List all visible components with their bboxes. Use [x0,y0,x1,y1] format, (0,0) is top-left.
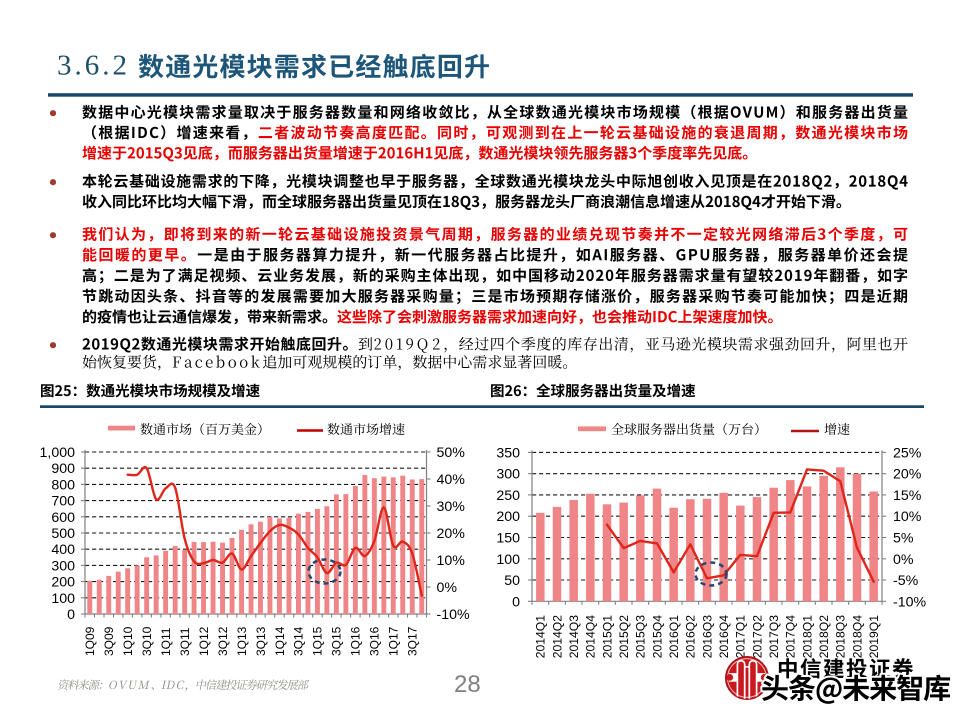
svg-text:1Q15: 1Q15 [311,626,325,656]
svg-text:10%: 10% [437,553,466,569]
svg-text:100: 100 [51,591,75,607]
svg-text:400: 400 [51,542,75,558]
svg-text:250: 250 [496,488,520,504]
svg-text:350: 350 [496,445,520,461]
svg-text:0: 0 [67,607,75,623]
svg-text:30%: 30% [437,499,466,515]
svg-text:3.6.2: 3.6.2 [57,50,130,82]
svg-text:0%: 0% [893,552,914,568]
svg-text:50%: 50% [437,445,466,461]
svg-text:40%: 40% [437,472,466,488]
svg-text:20%: 20% [437,526,466,542]
svg-text:800: 800 [51,477,75,493]
svg-text:1Q14: 1Q14 [273,626,287,656]
svg-text:2018Q1: 2018Q1 [800,615,814,659]
svg-text:1Q13: 1Q13 [235,626,249,656]
svg-text:3Q14: 3Q14 [292,626,306,656]
svg-text:3Q11: 3Q11 [178,627,192,656]
svg-text:3Q10: 3Q10 [140,626,154,656]
svg-text:100: 100 [496,552,520,568]
svg-text:28: 28 [454,671,481,698]
svg-text:-5%: -5% [893,573,919,589]
svg-text:50: 50 [504,573,520,589]
svg-text:2016Q2: 2016Q2 [684,615,698,659]
svg-text:1Q10: 1Q10 [121,626,135,656]
svg-text:10%: 10% [893,509,922,525]
svg-text:3Q17: 3Q17 [406,626,420,656]
svg-text:500: 500 [51,526,75,542]
svg-text:-10%: -10% [437,607,471,623]
svg-text:1Q16: 1Q16 [349,626,363,656]
svg-text:2016Q4: 2016Q4 [717,615,731,659]
svg-text:2016Q1: 2016Q1 [667,615,681,659]
svg-text:2017Q2: 2017Q2 [750,615,764,659]
svg-text:2017Q1: 2017Q1 [734,615,748,659]
svg-text:1Q17: 1Q17 [387,626,401,656]
svg-text:5%: 5% [893,531,914,547]
svg-text:2014Q3: 2014Q3 [567,615,581,659]
svg-text:1,000: 1,000 [39,445,75,461]
svg-text:1Q12: 1Q12 [197,626,211,656]
svg-text:2015Q4: 2015Q4 [650,615,664,659]
svg-text:3Q09: 3Q09 [102,626,116,656]
svg-text:2015Q1: 2015Q1 [600,615,614,659]
svg-text:-10%: -10% [893,594,927,610]
svg-text:2014Q4: 2014Q4 [584,615,598,659]
svg-text:2017Q3: 2017Q3 [767,615,781,659]
svg-text:700: 700 [51,494,75,510]
svg-text:600: 600 [51,510,75,526]
svg-text:300: 300 [51,558,75,574]
svg-text:15%: 15% [893,488,922,504]
svg-text:900: 900 [51,461,75,477]
svg-text:3Q16: 3Q16 [368,626,382,656]
svg-text:3Q15: 3Q15 [330,626,344,656]
svg-text:2018Q2: 2018Q2 [817,615,831,659]
svg-text:2015Q3: 2015Q3 [634,615,648,659]
svg-text:0%: 0% [437,580,458,596]
svg-text:2014Q2: 2014Q2 [550,615,564,659]
svg-text:200: 200 [51,575,75,591]
svg-text:150: 150 [496,531,520,547]
svg-text:2018Q4: 2018Q4 [850,615,864,659]
svg-text:2015Q2: 2015Q2 [617,615,631,659]
svg-text:2018Q3: 2018Q3 [834,615,848,659]
svg-text:20%: 20% [893,467,922,483]
svg-text:3Q13: 3Q13 [254,626,268,656]
svg-text:2014Q1: 2014Q1 [534,615,548,659]
svg-text:2017Q4: 2017Q4 [784,615,798,659]
svg-text:1Q09: 1Q09 [83,626,97,656]
svg-text:200: 200 [496,509,520,525]
svg-text:0: 0 [512,594,520,610]
svg-text:300: 300 [496,467,520,483]
svg-text:25%: 25% [893,445,922,461]
svg-text:3Q12: 3Q12 [216,626,230,656]
svg-text:2019Q1: 2019Q1 [867,615,881,659]
svg-text:2016Q3: 2016Q3 [700,615,714,659]
svg-text:1Q11: 1Q11 [159,627,173,656]
